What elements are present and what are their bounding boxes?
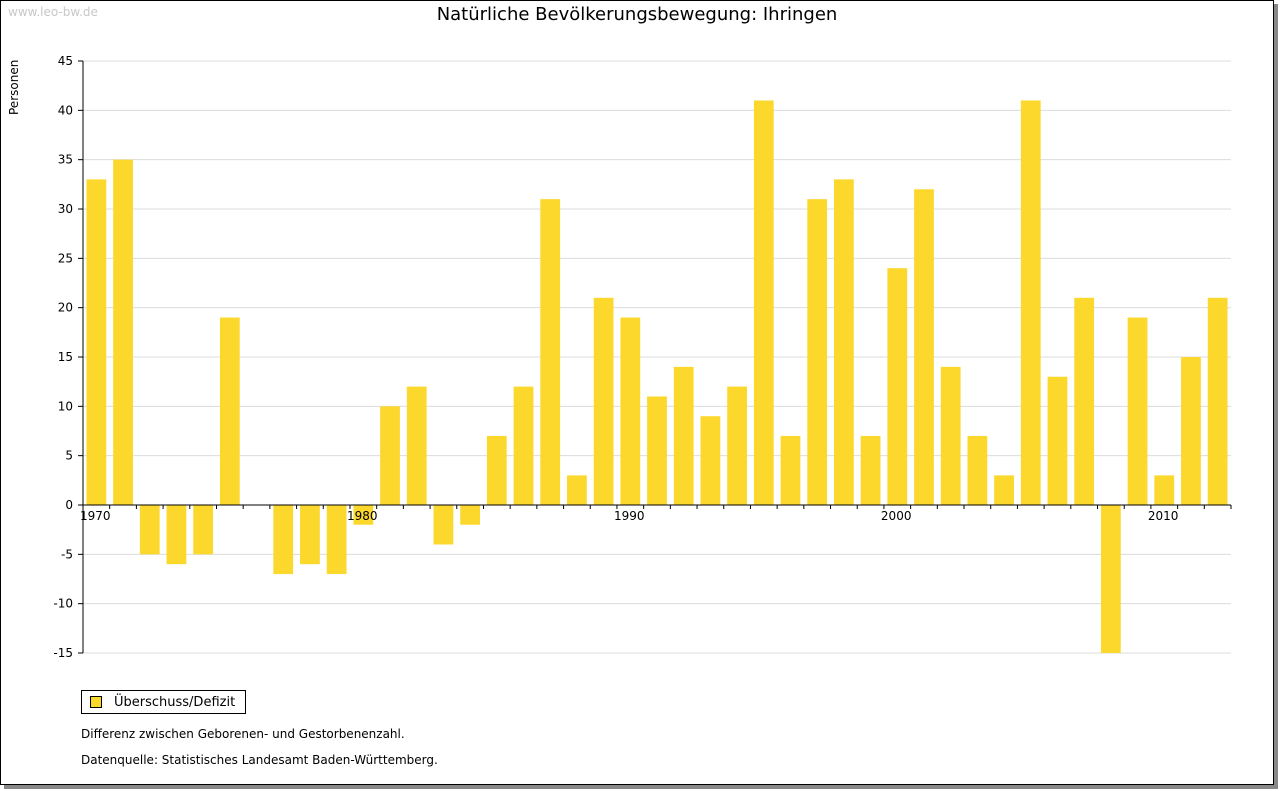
bar	[994, 475, 1014, 505]
bar	[1100, 505, 1121, 653]
y-tick-label: -5	[61, 547, 73, 561]
bar	[486, 435, 507, 505]
bar	[193, 505, 214, 555]
y-tick-label: 5	[65, 449, 73, 463]
bar	[139, 505, 160, 555]
y-tick-label: 40	[58, 103, 73, 117]
bar	[166, 505, 187, 565]
bar	[326, 505, 347, 575]
bar	[914, 189, 934, 505]
legend-swatch	[90, 696, 102, 708]
y-tick-label: 30	[58, 202, 73, 216]
x-tick-label: 2000	[881, 509, 912, 523]
bar	[300, 505, 320, 565]
bar	[86, 179, 107, 505]
x-tick-label: 1990	[614, 509, 645, 523]
y-tick-label: -15	[53, 646, 73, 660]
bar	[406, 386, 427, 505]
bar	[647, 396, 667, 505]
bar	[1154, 475, 1175, 505]
bar	[1181, 357, 1201, 505]
bar	[834, 179, 854, 505]
bar	[1207, 297, 1228, 505]
bar	[353, 505, 374, 525]
bar	[860, 435, 881, 505]
bar	[727, 386, 747, 505]
y-tick-label: 25	[58, 251, 73, 265]
bar	[219, 317, 240, 505]
bar	[433, 505, 454, 545]
x-tick-label: 2010	[1148, 509, 1179, 523]
x-tick-label: 1980	[347, 509, 378, 523]
x-tick-label: 1970	[80, 509, 111, 523]
watermark: www.leo-bw.de	[8, 5, 98, 19]
y-tick-label: 15	[58, 350, 73, 364]
bar	[1074, 297, 1095, 505]
bar	[460, 505, 480, 525]
y-tick-label: 45	[58, 54, 73, 68]
bar	[567, 475, 587, 505]
bar	[1047, 376, 1068, 505]
bar	[1127, 317, 1148, 505]
bar	[967, 435, 988, 505]
bar	[513, 386, 534, 505]
bar	[673, 366, 694, 505]
bar	[807, 199, 828, 505]
note-source: Datenquelle: Statistisches Landesamt Bad…	[81, 753, 438, 767]
bar	[380, 406, 400, 505]
bar	[113, 159, 133, 505]
bar	[273, 505, 294, 575]
chart-title: Natürliche Bevölkerungsbewegung: Ihringe…	[436, 4, 838, 25]
bar	[540, 199, 561, 505]
bar	[1020, 100, 1041, 505]
legend: Überschuss/Defizit	[81, 690, 247, 714]
y-tick-label: -10	[53, 597, 73, 611]
bar	[780, 435, 801, 505]
plot-area: 45 40 35 30 25 20 15 10 5 0 -5 -10 -15 1970 1980 1990 20…	[53, 54, 1232, 660]
y-tick-label: 0	[65, 498, 73, 512]
bar	[887, 268, 908, 505]
bar	[940, 366, 961, 505]
bar	[620, 317, 641, 505]
y-tick-label: 10	[58, 399, 73, 413]
y-tick-label: 20	[58, 301, 73, 315]
legend-label: Überschuss/Defizit	[114, 694, 236, 710]
note-description: Differenz zwischen Geborenen- und Gestor…	[81, 727, 405, 741]
bar	[753, 100, 774, 505]
bar	[700, 416, 721, 505]
bar	[593, 297, 614, 505]
y-tick-label: 35	[58, 153, 73, 167]
